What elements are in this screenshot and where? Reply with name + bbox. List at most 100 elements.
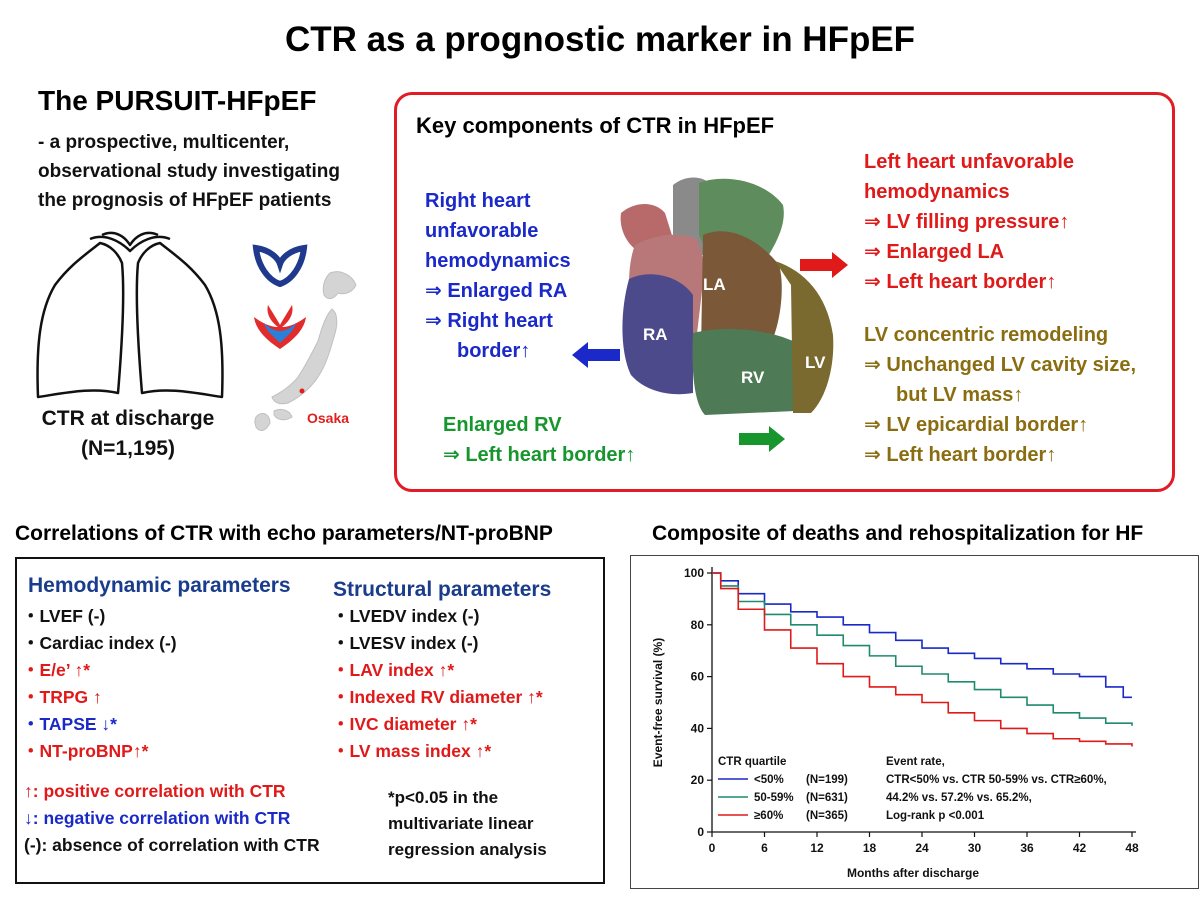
legend-item: ↑: positive correlation with CTR: [24, 781, 286, 801]
right-atrium-shape: [622, 274, 693, 395]
list-item: ・LVESV index (-): [332, 633, 479, 653]
km-chart: 0 20 40 60 80 100 0 6 12 18 24 30 36 42 48 Months after…: [630, 555, 1199, 889]
y-tick-label: 0: [697, 825, 704, 839]
significance-note: *p<0.05 in the multivariate linear regre…: [388, 785, 547, 863]
list-item: ・LAV index ↑*: [332, 660, 455, 680]
key-components-panel: [394, 92, 1175, 492]
legend-item: ↓: negative correlation with CTR: [24, 808, 291, 828]
y-tick-label: 80: [691, 618, 705, 632]
legend-label: <50%: [754, 774, 784, 786]
study-description: - a prospective, multicenter, observatio…: [38, 128, 368, 215]
key-components-title: Key components of CTR in HFpEF: [416, 113, 775, 138]
legend-count: (N=199): [806, 774, 848, 786]
event-rate-line: Log-rank p <0.001: [886, 810, 985, 822]
right-heart-line: unfavorable: [425, 220, 539, 242]
lv-remodeling-line: ⇒ Left heart border↑: [864, 444, 1057, 466]
list-item: ・Indexed RV diameter ↑*: [332, 687, 543, 707]
chart-title: Composite of deaths and rehospitalizatio…: [652, 522, 1144, 545]
right-heart-line: hemodynamics: [425, 250, 571, 272]
x-tick-label: 24: [915, 841, 929, 855]
legend-item: (-): absence of correlation with CTR: [24, 835, 320, 855]
event-rate-line: CTR<50% vs. CTR 50-59% vs. CTR≥60%,: [886, 774, 1107, 786]
list-item: ・E/e’ ↑*: [22, 660, 91, 680]
left-heart-line: ⇒ LV filling pressure↑: [864, 211, 1070, 233]
x-tick-label: 48: [1125, 841, 1139, 855]
list-item: ・Cardiac index (-): [22, 633, 177, 653]
hemodynamic-header: Hemodynamic parameters: [28, 574, 291, 597]
list-item: ・TAPSE ↓*: [22, 714, 117, 734]
lv-remodeling-line: ⇒ LV epicardial border↑: [864, 414, 1089, 436]
ctr-caption-line: CTR at discharge: [41, 407, 215, 430]
event-rate-line: 44.2% vs. 57.2% vs. 65.2%,: [886, 792, 1032, 804]
legend-title: CTR quartile: [718, 756, 786, 768]
heart-label-rv: RV: [741, 368, 765, 387]
lv-remodeling-line: ⇒ Unchanged LV cavity size,: [864, 354, 1137, 376]
left-heart-text: Left heart unfavorable hemodynamics ⇒ LV…: [864, 147, 1074, 297]
heart-label-lv: LV: [805, 353, 826, 372]
x-tick-label: 30: [968, 841, 982, 855]
list-item: ・TRPG ↑: [22, 687, 102, 707]
study-title: The PURSUIT-HFpEF: [38, 85, 317, 116]
right-heart-line: border↑: [457, 340, 531, 362]
ctr-caption-line: (N=1,195): [81, 437, 175, 460]
list-item: ・NT-proBNP↑*: [22, 741, 149, 761]
right-heart-line: Right heart: [425, 190, 531, 212]
hemodynamic-list: ・LVEF (-) ・Cardiac index (-) ・E/e’ ↑* ・T…: [22, 603, 177, 765]
enlarged-rv-line: Enlarged RV: [443, 414, 562, 436]
right-heart-text: Right heart unfavorable hemodynamics ⇒ E…: [425, 186, 571, 366]
left-heart-line: ⇒ Left heart border↑: [864, 271, 1057, 293]
enlarged-rv-text: Enlarged RV ⇒ Left heart border↑: [443, 410, 635, 470]
chart-frame: [630, 555, 1199, 889]
ctr-caption: CTR at discharge (N=1,195): [28, 404, 228, 464]
left-heart-line: hemodynamics: [864, 181, 1010, 203]
correlations-panel: [15, 557, 605, 884]
lv-remodeling-text: LV concentric remodeling ⇒ Unchanged LV …: [864, 320, 1136, 470]
x-tick-label: 6: [761, 841, 768, 855]
page-title: CTR as a prognostic marker in HFpEF: [284, 20, 916, 59]
chest-xray-icon: [36, 231, 224, 399]
y-tick-label: 100: [684, 566, 704, 580]
left-ventricle-shape: [775, 261, 834, 413]
description-line: observational study investigating: [38, 161, 340, 182]
right-heart-line: ⇒ Enlarged RA: [425, 280, 568, 302]
x-tick-label: 18: [863, 841, 877, 855]
la-region-shape: [701, 231, 782, 351]
list-item: ・IVC diameter ↑*: [332, 714, 477, 734]
x-tick-label: 36: [1020, 841, 1034, 855]
osaka-label: Osaka: [307, 410, 350, 426]
left-arrow-icon: [572, 342, 620, 368]
note-line: *p<0.05 in the: [388, 788, 499, 807]
x-tick-label: 42: [1073, 841, 1087, 855]
hospital-logo-icon: [254, 305, 306, 349]
heart-label-ra: RA: [643, 325, 668, 344]
japan-map-icon: [254, 271, 357, 431]
x-tick-label: 0: [709, 841, 716, 855]
legend-label: 50-59%: [754, 792, 794, 804]
list-item: ・LVEF (-): [22, 606, 106, 626]
heart-3d-illustration: LA RA RV LV: [620, 177, 834, 415]
right-arrow-red-icon: [800, 252, 848, 278]
km-series-line: [712, 572, 1133, 747]
osaka-marker-icon: [299, 388, 305, 394]
list-item: ・LVEDV index (-): [332, 606, 480, 626]
university-logo-icon: [252, 244, 308, 288]
legend-count: (N=631): [806, 792, 848, 804]
left-heart-line: ⇒ Enlarged LA: [864, 241, 1005, 263]
description-line: the prognosis of HFpEF patients: [38, 190, 332, 211]
km-series-line: [712, 572, 1132, 699]
heart-label-la: LA: [703, 275, 726, 294]
x-axis-label: Months after discharge: [847, 866, 979, 880]
list-item: ・LV mass index ↑*: [332, 741, 492, 761]
right-arrow-green-icon: [739, 426, 785, 452]
y-tick-label: 60: [691, 670, 705, 684]
description-line: - a prospective, multicenter,: [38, 132, 290, 153]
note-line: regression analysis: [388, 840, 547, 859]
y-tick-label: 40: [691, 721, 705, 735]
right-ventricle-shape: [692, 328, 795, 415]
enlarged-rv-line: ⇒ Left heart border↑: [443, 444, 636, 466]
lv-remodeling-line: but LV mass↑: [896, 384, 1024, 406]
y-axis-label: Event-free survival (%): [651, 638, 665, 767]
correlations-title: Correlations of CTR with echo parameters…: [15, 522, 553, 545]
event-rate-line: Event rate,: [886, 756, 945, 768]
lv-remodeling-line: LV concentric remodeling: [864, 324, 1109, 346]
